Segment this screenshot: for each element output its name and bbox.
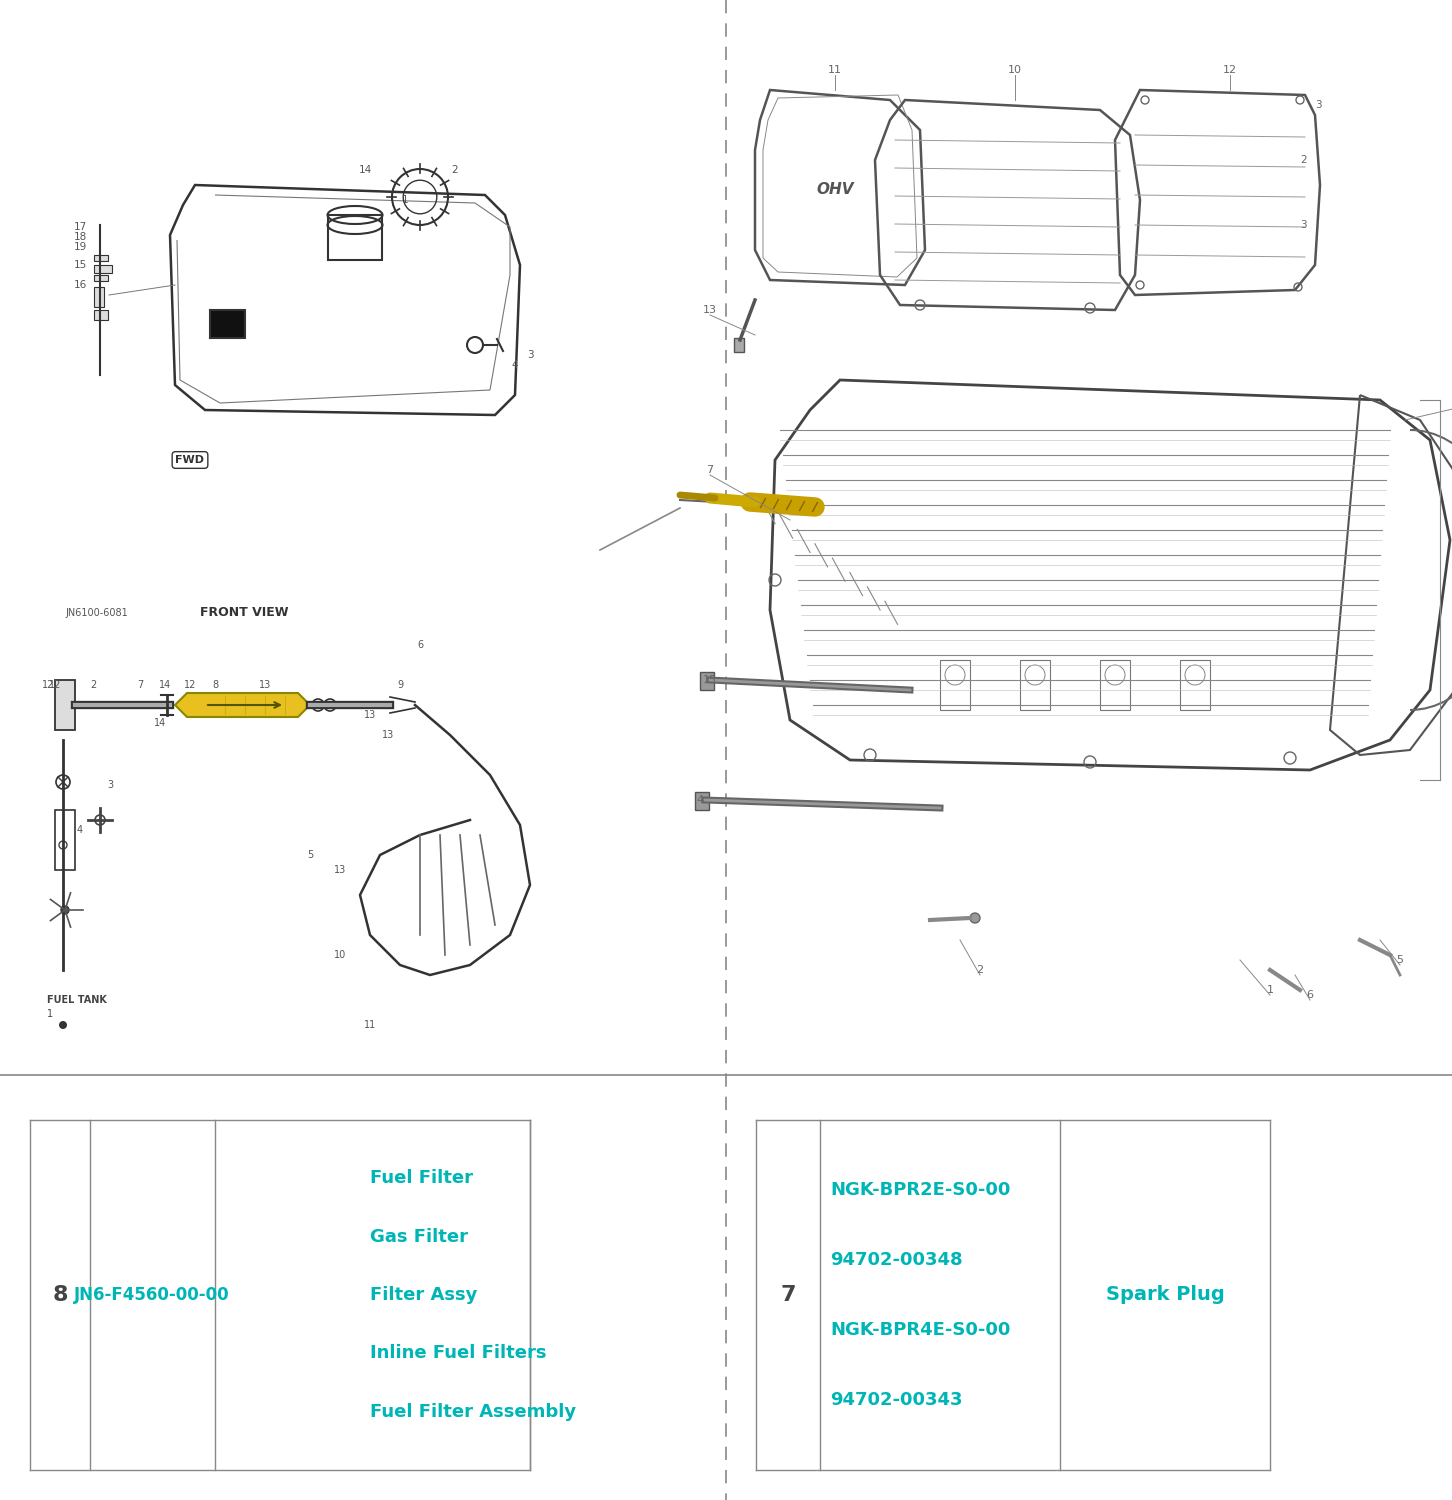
Text: 2: 2 (90, 680, 96, 690)
Text: 15: 15 (74, 260, 87, 270)
Text: NGK-BPR4E-S0-00: NGK-BPR4E-S0-00 (831, 1322, 1011, 1340)
Text: 11: 11 (364, 1020, 376, 1031)
Bar (94, 274, 107, 280)
Text: 8: 8 (212, 680, 218, 690)
Text: 7: 7 (707, 465, 713, 476)
Text: 4: 4 (77, 825, 83, 836)
Text: 94702-00348: 94702-00348 (831, 1251, 963, 1269)
Text: 14: 14 (158, 680, 171, 690)
Bar (328, 214, 382, 260)
Circle shape (60, 1022, 67, 1029)
Text: 1: 1 (402, 195, 408, 206)
Text: 8: 8 (52, 1286, 68, 1305)
Circle shape (61, 906, 70, 914)
Text: 1: 1 (1266, 986, 1273, 994)
Bar (1101, 660, 1130, 710)
Bar (700, 672, 714, 690)
Text: 2: 2 (1300, 154, 1307, 165)
Text: 6: 6 (417, 640, 423, 650)
Text: 19: 19 (74, 242, 87, 252)
Bar (211, 310, 245, 338)
Text: 11: 11 (828, 64, 842, 75)
Text: 13: 13 (703, 304, 717, 315)
Text: Filter Assy: Filter Assy (370, 1286, 478, 1304)
Bar (55, 680, 76, 730)
Text: NGK-BPR2E-S0-00: NGK-BPR2E-S0-00 (831, 1180, 1011, 1198)
Text: 12: 12 (49, 680, 61, 690)
Text: 3: 3 (107, 780, 113, 790)
Text: OHV: OHV (816, 183, 854, 198)
Text: 10: 10 (334, 950, 346, 960)
Text: FRONT VIEW: FRONT VIEW (200, 606, 289, 619)
Text: 14: 14 (359, 165, 372, 176)
Text: 18: 18 (74, 232, 87, 242)
Text: Gas Filter: Gas Filter (370, 1227, 468, 1245)
Text: 10: 10 (1008, 64, 1022, 75)
Text: 2: 2 (452, 165, 459, 176)
Bar (1019, 660, 1050, 710)
Bar (735, 338, 743, 352)
Circle shape (970, 914, 980, 922)
Text: Spark Plug: Spark Plug (1105, 1286, 1224, 1305)
Text: Inline Fuel Filters: Inline Fuel Filters (370, 1344, 546, 1362)
Text: 3: 3 (527, 350, 533, 360)
Text: 17: 17 (74, 222, 87, 232)
Text: 4: 4 (511, 360, 518, 370)
Bar (55, 810, 76, 870)
Bar (94, 255, 107, 261)
Text: 13: 13 (258, 680, 272, 690)
Text: 15: 15 (703, 675, 717, 686)
Text: 13: 13 (334, 865, 346, 874)
Text: 12: 12 (184, 680, 196, 690)
Text: JN6100-6081: JN6100-6081 (65, 608, 128, 618)
Text: 12: 12 (1223, 64, 1237, 75)
Text: 5: 5 (306, 850, 314, 859)
Text: 14: 14 (154, 718, 166, 728)
Text: FWD: FWD (176, 454, 205, 465)
Text: FUEL TANK: FUEL TANK (46, 994, 107, 1005)
Circle shape (94, 815, 105, 825)
Text: Fuel Filter: Fuel Filter (370, 1170, 473, 1188)
Text: JN6-F4560-00-00: JN6-F4560-00-00 (74, 1286, 229, 1304)
Bar (939, 660, 970, 710)
Text: 1: 1 (46, 1010, 54, 1019)
Text: 3: 3 (1316, 100, 1321, 109)
Bar (94, 266, 112, 273)
Text: 12: 12 (42, 680, 54, 690)
Bar (94, 310, 107, 320)
Bar (94, 286, 105, 308)
Text: 13: 13 (382, 730, 393, 740)
Text: 16: 16 (74, 280, 87, 290)
Text: Fuel Filter Assembly: Fuel Filter Assembly (370, 1402, 576, 1420)
Text: 13: 13 (364, 710, 376, 720)
Text: 7: 7 (780, 1286, 796, 1305)
Text: 7: 7 (136, 680, 144, 690)
Text: 5: 5 (1397, 956, 1404, 964)
Text: 3: 3 (1300, 220, 1307, 230)
Polygon shape (176, 693, 309, 717)
Bar (696, 792, 709, 810)
Text: 2: 2 (976, 964, 983, 975)
Text: 6: 6 (1307, 990, 1314, 1000)
Text: 9: 9 (396, 680, 404, 690)
Text: 94702-00343: 94702-00343 (831, 1390, 963, 1408)
Text: 4: 4 (697, 795, 704, 806)
Bar (1180, 660, 1210, 710)
